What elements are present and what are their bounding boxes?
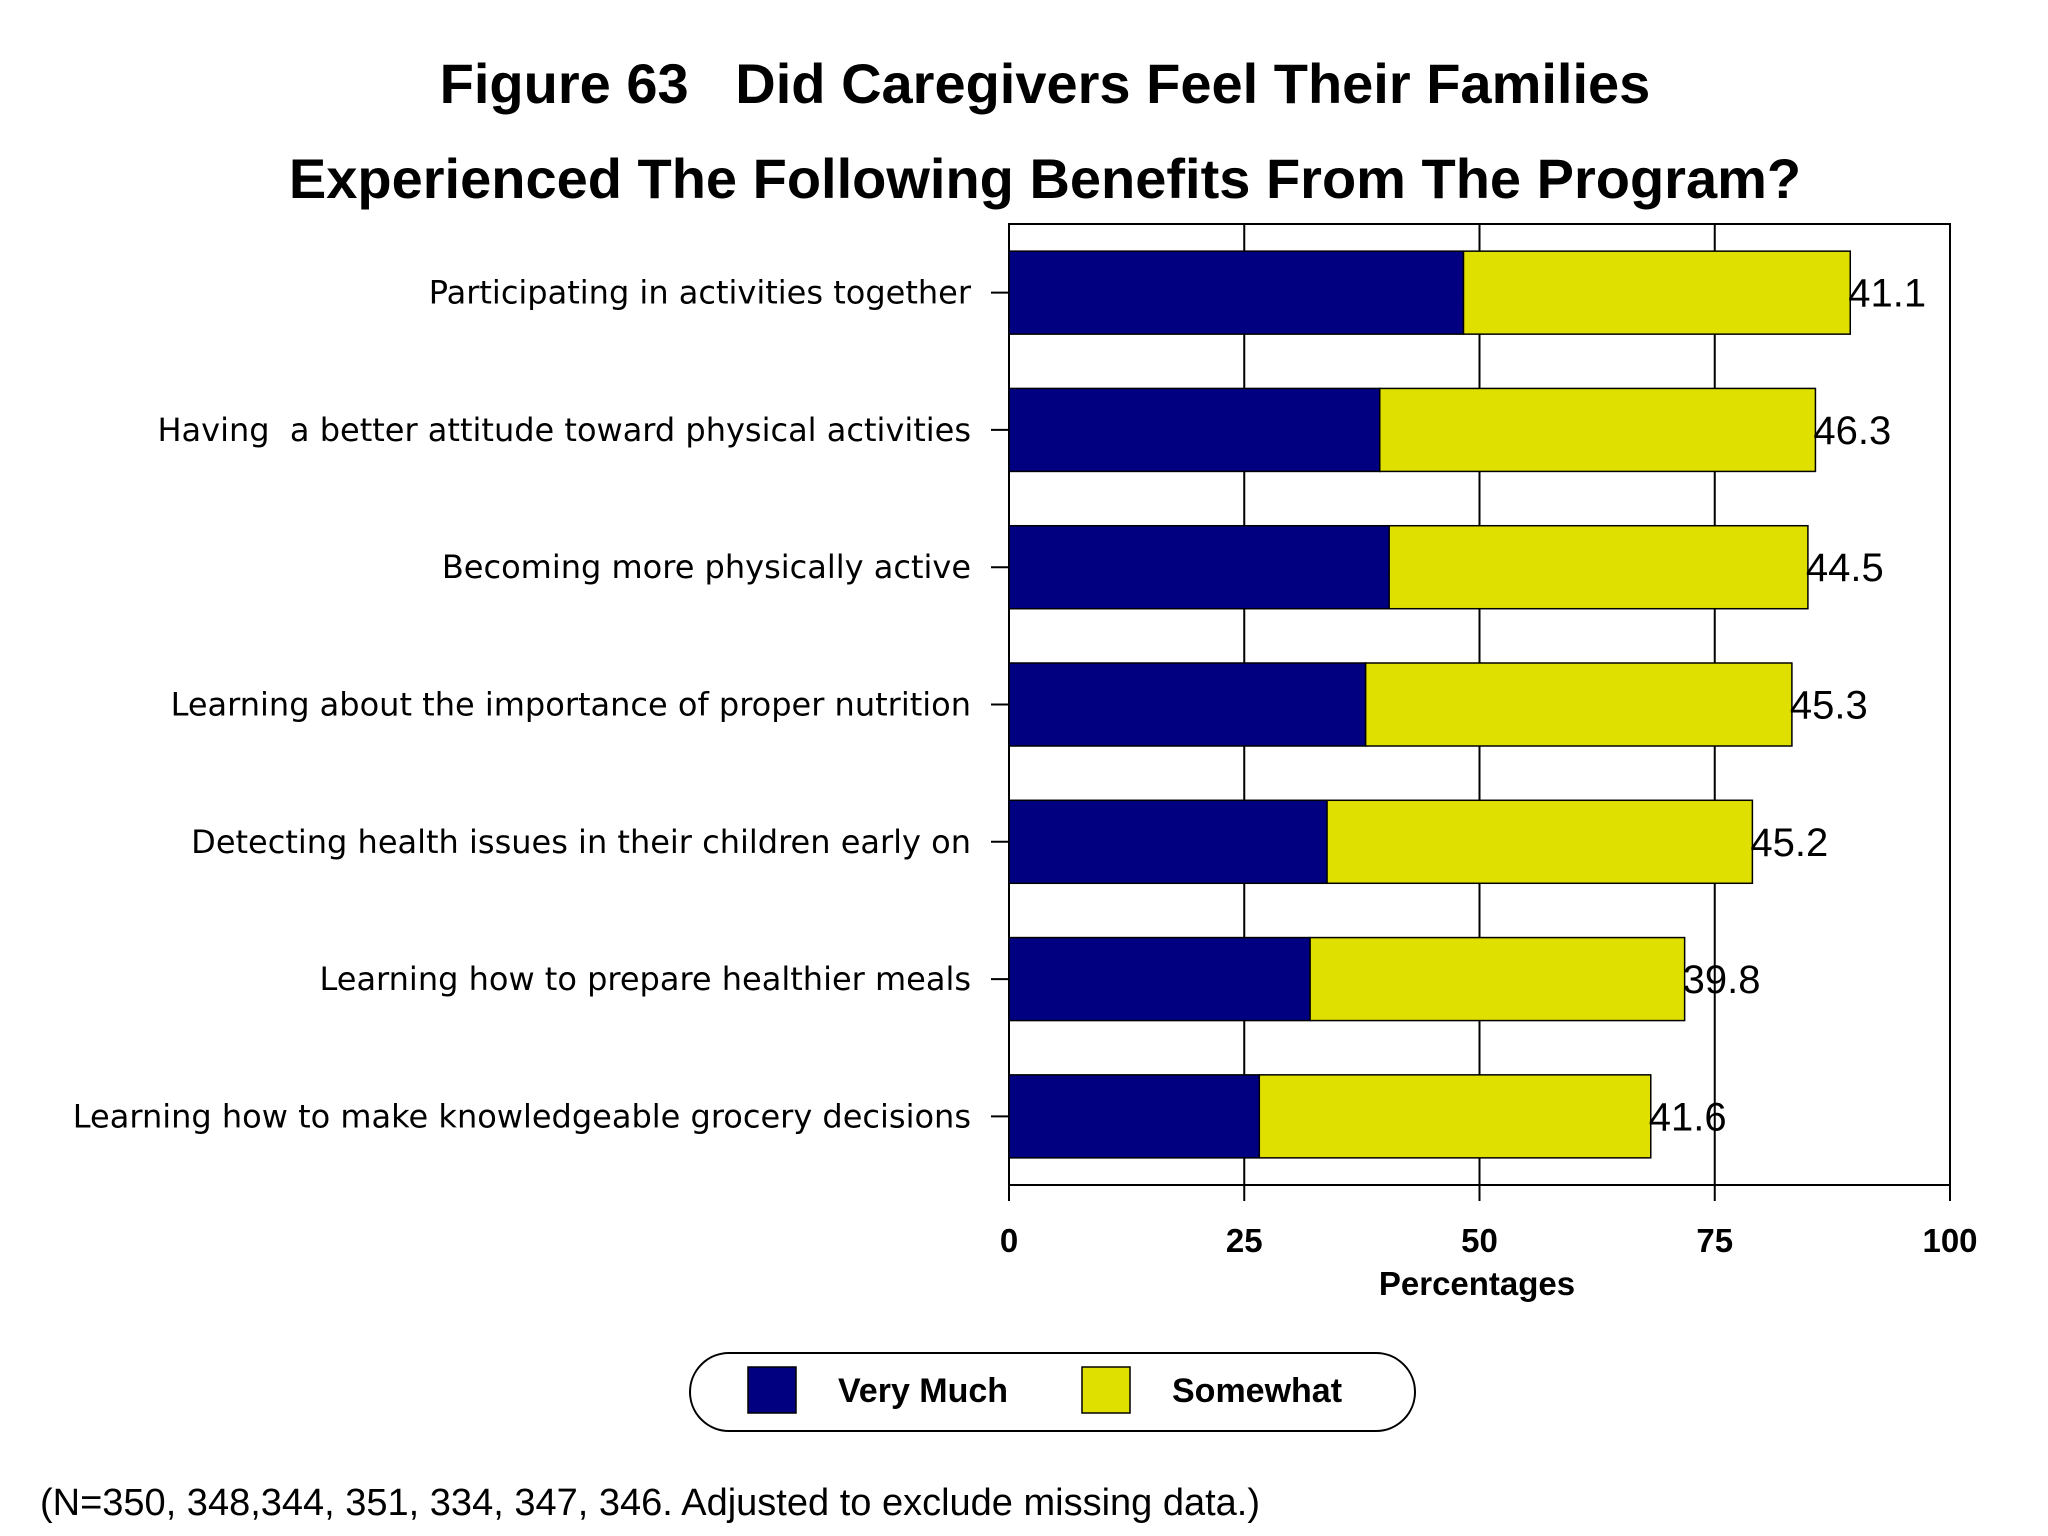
bar-somewhat-6 (1309, 936, 1686, 1022)
bar-very-much-3 (1008, 524, 1390, 610)
legend-label-somewhat: Somewhat (1172, 1372, 1342, 1410)
value-label-somewhat-7: 41.6 (1649, 1095, 1727, 1139)
value-label-somewhat-3: 44.5 (1806, 546, 1884, 590)
bar-somewhat-2 (1379, 387, 1817, 473)
legend-swatch-very-much (747, 1366, 797, 1414)
bar-somewhat-1 (1462, 250, 1852, 335)
bar-very-much-1 (1008, 250, 1465, 335)
category-label-2: Having a better attitude toward physical… (157, 411, 971, 449)
category-label-1: Participating in activities together (429, 274, 972, 312)
category-label-3: Becoming more physically active (442, 548, 971, 586)
value-label-somewhat-5: 45.2 (1750, 821, 1828, 865)
bar-very-much-5 (1008, 799, 1328, 885)
plot-area: 0 25 50 75 100 Participating in activities to… (73, 223, 1978, 1259)
bar-somewhat-5 (1326, 799, 1754, 885)
chart-title-line2: Experienced The Following Benefits From … (289, 147, 1801, 210)
legend-swatch-somewhat (1081, 1366, 1131, 1414)
footnote: (N=350, 348,344, 351, 334, 347, 346. Adj… (40, 1482, 1260, 1524)
bar-somewhat-4 (1364, 662, 1793, 747)
bar-very-much-4 (1008, 662, 1367, 747)
x-tick-label-75: 75 (1696, 1222, 1733, 1259)
category-label-4: Learning about the importance of proper … (171, 686, 971, 724)
value-label-somewhat-2: 46.3 (1813, 409, 1891, 453)
category-label-7: Learning how to make knowledgeable groce… (73, 1097, 971, 1135)
legend-frame (689, 1352, 1416, 1432)
legend-label-very-much: Very Much (838, 1372, 1008, 1410)
category-label-5: Detecting health issues in their childre… (191, 823, 971, 861)
chart-title-line1: Figure 63 Did Caregivers Feel Their Fami… (440, 52, 1651, 115)
value-label-somewhat-1: 41.1 (1848, 272, 1926, 316)
bar-very-much-6 (1008, 936, 1311, 1022)
x-tick-label-0: 0 (1000, 1222, 1018, 1259)
value-label-somewhat-4: 45.3 (1790, 684, 1868, 728)
value-label-somewhat-6: 39.8 (1683, 958, 1761, 1002)
category-label-6: Learning how to prepare healthier meals (319, 960, 971, 998)
x-tick-label-25: 25 (1226, 1222, 1263, 1259)
bar-very-much-2 (1008, 387, 1381, 473)
bar-somewhat-3 (1388, 524, 1809, 610)
x-axis-title: Percentages (1379, 1265, 1575, 1302)
x-tick-label-100: 100 (1922, 1222, 1977, 1259)
legend: Very Much Somewhat (689, 1352, 1416, 1432)
x-tick-label-50: 50 (1461, 1222, 1498, 1259)
bar-somewhat-7 (1258, 1074, 1652, 1159)
bar-very-much-7 (1008, 1074, 1261, 1159)
